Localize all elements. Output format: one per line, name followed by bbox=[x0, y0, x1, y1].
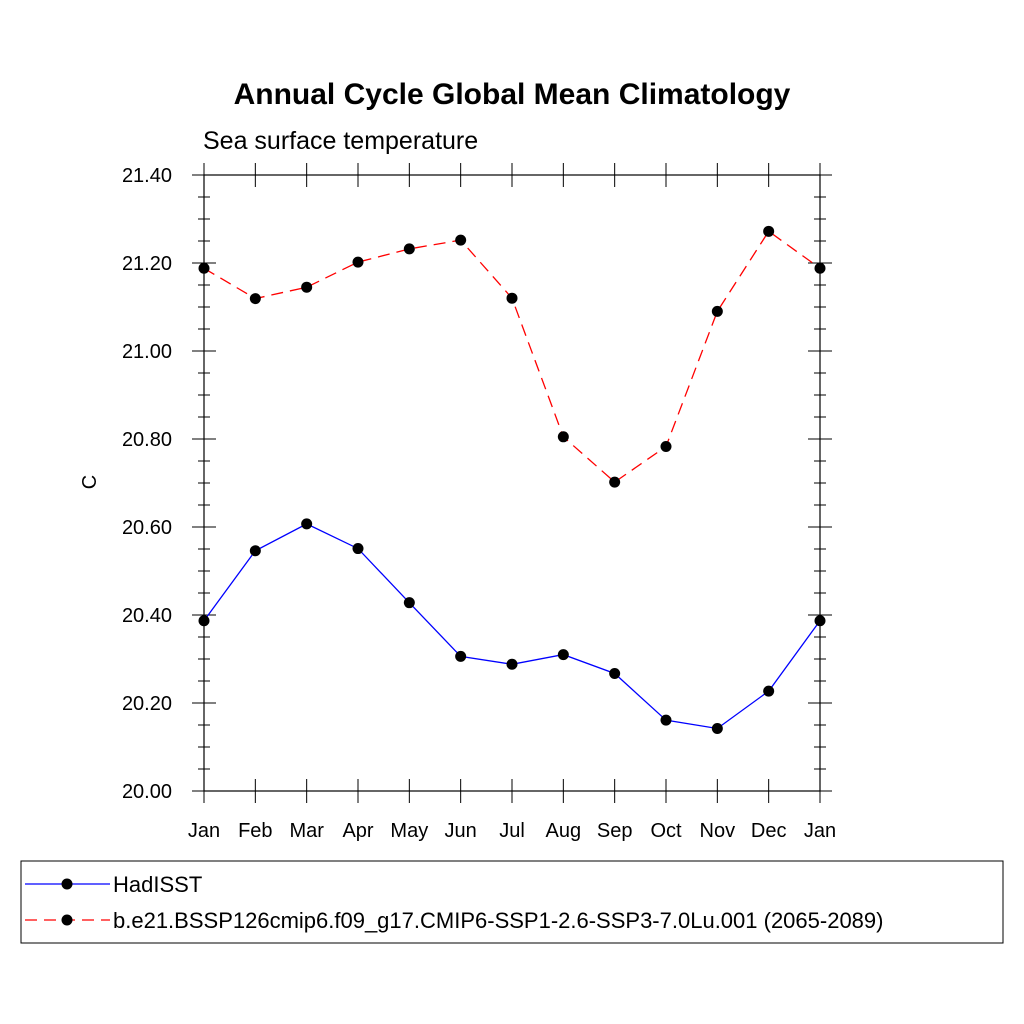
data-point bbox=[403, 243, 415, 255]
x-tick-label: Aug bbox=[546, 820, 582, 842]
data-point bbox=[403, 597, 415, 609]
y-axis-label: C bbox=[79, 475, 101, 489]
data-point bbox=[557, 649, 569, 661]
x-tick-label: Nov bbox=[700, 820, 736, 842]
data-point bbox=[763, 225, 775, 237]
y-tick-label: 20.40 bbox=[122, 605, 172, 627]
plot-frame bbox=[203, 174, 821, 792]
chart-title: Annual Cycle Global Mean Climatology bbox=[234, 78, 791, 111]
x-tick-label: Sep bbox=[597, 820, 633, 842]
y-tick-label: 21.40 bbox=[122, 165, 172, 187]
data-point bbox=[301, 518, 313, 530]
data-point bbox=[352, 543, 364, 555]
chart-subtitle: Sea surface temperature bbox=[203, 127, 478, 155]
x-tick-label: Jun bbox=[445, 820, 477, 842]
data-point bbox=[711, 723, 723, 735]
axis-ticks bbox=[192, 163, 832, 803]
data-point bbox=[301, 281, 313, 293]
x-tick-labels: Jan Feb Mar Apr May Jun Jul Aug Sep Oct Nov Dec Jan bbox=[188, 820, 836, 842]
y-tick-label: 20.80 bbox=[122, 429, 172, 451]
x-tick-label: Apr bbox=[342, 820, 373, 842]
legend: HadISST b.e21.BSSP126cmip6.f09_g17.CMIP6-… bbox=[25, 872, 883, 933]
series-1 bbox=[198, 518, 826, 735]
y-tick-label: 21.00 bbox=[122, 341, 172, 363]
data-point bbox=[609, 668, 621, 680]
x-tick-label: Mar bbox=[289, 820, 324, 842]
series-line bbox=[203, 230, 821, 483]
x-tick-label: Dec bbox=[751, 820, 787, 842]
series-line bbox=[203, 523, 821, 730]
y-tick-label: 21.20 bbox=[122, 253, 172, 275]
legend-label: b.e21.BSSP126cmip6.f09_g17.CMIP6-SSP1-2.… bbox=[113, 908, 883, 933]
series-2 bbox=[198, 225, 826, 488]
data-point bbox=[660, 440, 672, 452]
series-layer bbox=[198, 225, 826, 735]
x-tick-label: May bbox=[390, 820, 428, 842]
y-tick-label: 20.60 bbox=[122, 517, 172, 539]
legend-label: HadISST bbox=[113, 872, 202, 897]
data-point bbox=[352, 256, 364, 268]
y-tick-label: 20.00 bbox=[122, 781, 172, 803]
x-tick-label: Jan bbox=[804, 820, 836, 842]
data-point bbox=[506, 658, 518, 670]
data-point bbox=[506, 292, 518, 304]
x-tick-label: Oct bbox=[650, 820, 682, 842]
data-point bbox=[249, 545, 261, 557]
y-tick-labels: 20.00 20.20 20.40 20.60 20.80 21.00 21.20 21.40 bbox=[122, 165, 172, 803]
data-point bbox=[609, 476, 621, 488]
data-point bbox=[763, 685, 775, 697]
x-tick-label: Feb bbox=[238, 820, 272, 842]
legend-marker bbox=[61, 914, 73, 926]
x-tick-label: Jul bbox=[499, 820, 525, 842]
data-point bbox=[455, 234, 467, 246]
data-point bbox=[249, 293, 261, 305]
data-point bbox=[455, 650, 467, 662]
x-tick-label: Jan bbox=[188, 820, 220, 842]
legend-marker bbox=[61, 878, 73, 890]
data-point bbox=[711, 305, 723, 317]
data-point bbox=[557, 431, 569, 443]
legend-box bbox=[20, 860, 1004, 944]
y-tick-label: 20.20 bbox=[122, 693, 172, 715]
data-point bbox=[660, 714, 672, 726]
